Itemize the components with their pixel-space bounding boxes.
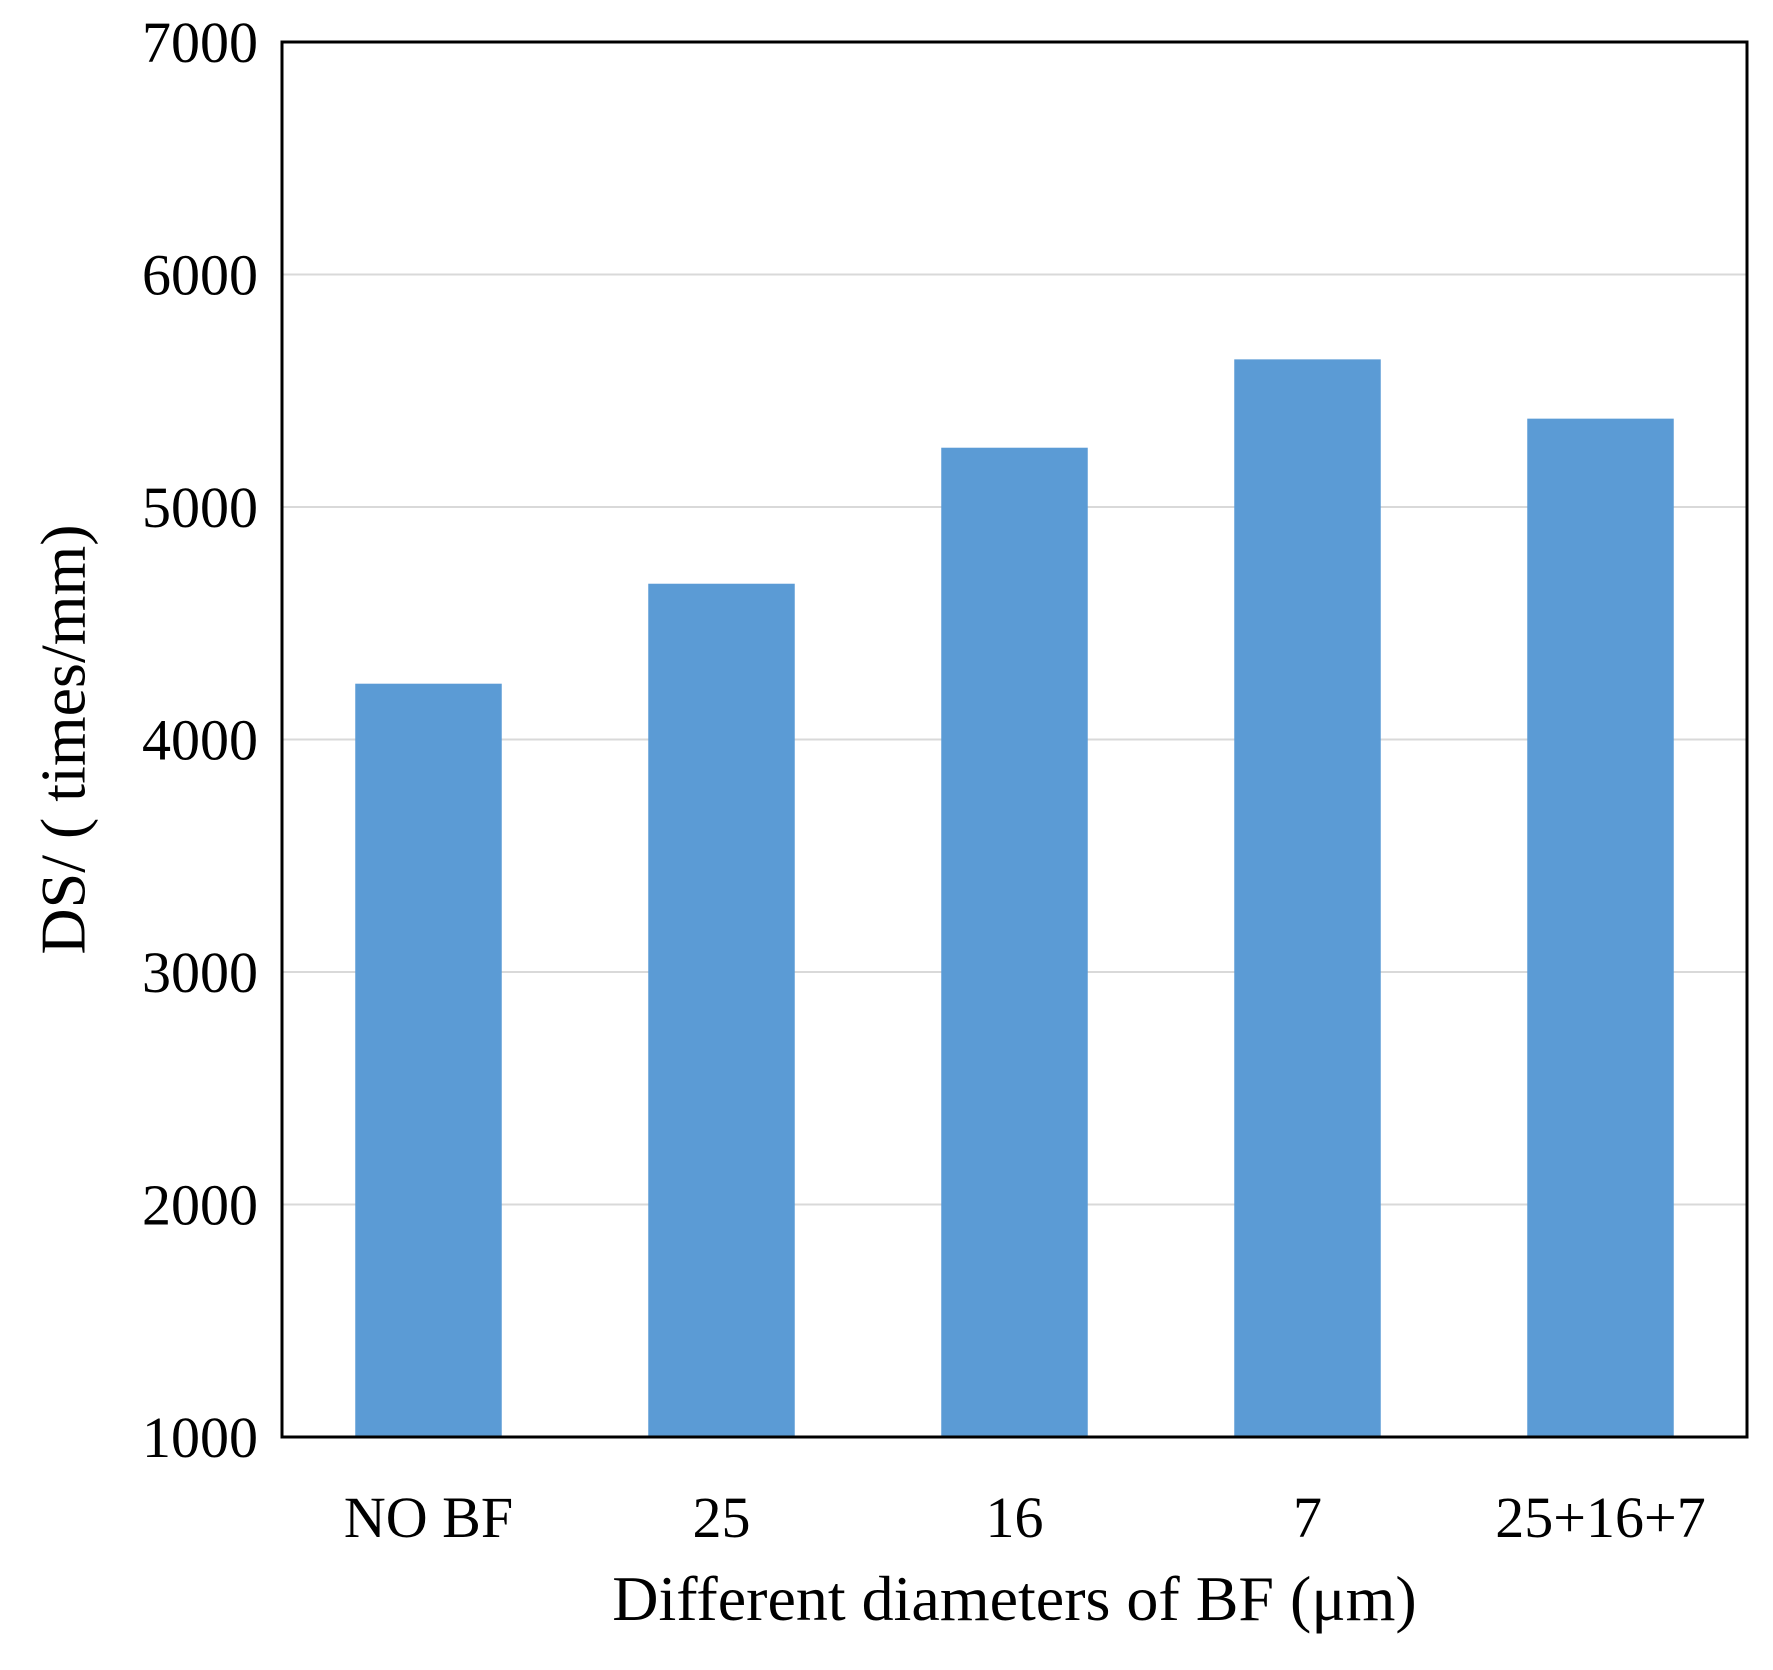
x-axis-title: Different diameters of BF (μm) [612,1563,1416,1634]
bar [1527,418,1674,1437]
y-axis-title: DS/ ( times/mm) [28,524,99,954]
y-tick-label: 2000 [142,1173,258,1238]
x-tick-labels: NO BF 25 16 7 25+16+7 [344,1485,1706,1550]
x-tick-label: 25+16+7 [1495,1485,1705,1550]
y-tick-label: 4000 [142,708,258,773]
bar [648,583,795,1437]
y-tick-label: 1000 [142,1405,258,1470]
x-tick-label: 25 [693,1485,751,1550]
bar [941,447,1088,1437]
y-tick-label: 7000 [142,10,258,75]
y-tick-label: 6000 [142,243,258,308]
x-tick-label: 16 [986,1485,1044,1550]
bar [355,683,502,1437]
x-tick-label: 7 [1293,1485,1322,1550]
bar [1234,359,1381,1437]
plot-area-frame [280,40,1749,1439]
y-tick-label: 3000 [142,940,258,1005]
y-tick-labels: 1000 2000 3000 4000 5000 6000 7000 [142,10,258,1470]
y-tick-label: 5000 [142,475,258,540]
x-tick-label: NO BF [344,1485,513,1550]
bars [355,359,1674,1437]
